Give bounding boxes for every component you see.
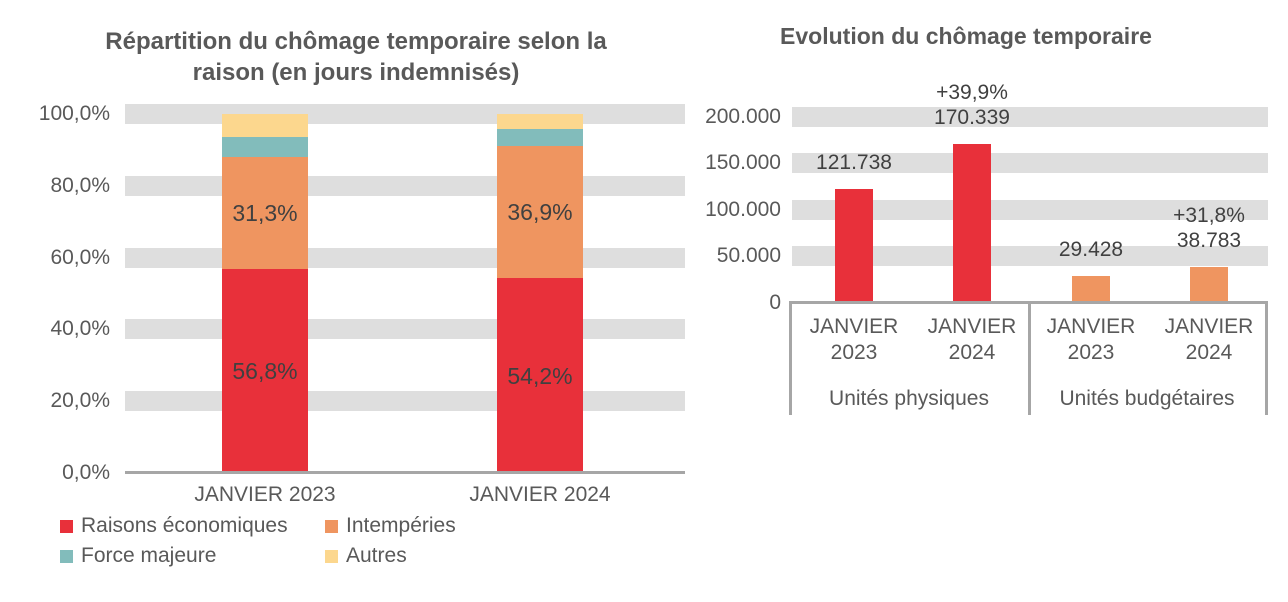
legend-item: Raisons économiques bbox=[60, 514, 288, 538]
segment-data-label: 36,9% bbox=[507, 199, 573, 226]
legend-swatch-teal bbox=[60, 550, 73, 563]
y-axis-tick-label: 60,0% bbox=[50, 245, 110, 269]
category-label-line: JANVIER bbox=[809, 315, 899, 338]
legend-item: Intempéries bbox=[325, 514, 456, 538]
bar-segment-yellow bbox=[497, 114, 583, 130]
legend-label: Raisons économiques bbox=[81, 514, 288, 537]
gridline-band bbox=[792, 153, 1268, 174]
legend-label: Autres bbox=[346, 544, 407, 567]
bar-orange bbox=[1190, 266, 1228, 303]
gridline-band bbox=[125, 175, 685, 196]
gridline-band bbox=[125, 319, 685, 340]
data-label-line: 121.738 bbox=[816, 151, 892, 175]
gridline-band bbox=[792, 199, 1268, 220]
category-label-line: 2024 bbox=[1185, 341, 1233, 364]
y-axis-tick-label: 40,0% bbox=[50, 317, 110, 341]
legend-swatch-orange bbox=[325, 520, 338, 533]
legend-item: Force majeure bbox=[60, 544, 216, 568]
x-category-label: JANVIER 2024 bbox=[469, 483, 611, 506]
bar-red bbox=[953, 144, 991, 303]
y-axis-tick-label: 100.000 bbox=[705, 197, 781, 221]
data-label-line: 38.783 bbox=[1176, 228, 1242, 252]
gridline-band bbox=[792, 106, 1268, 127]
legend-label: Force majeure bbox=[81, 544, 217, 567]
x-category-label: JANVIER 2024 bbox=[900, 314, 1044, 366]
category-label-line: 2023 bbox=[1067, 341, 1115, 364]
bar-data-label: +39,9% 170.339 bbox=[887, 80, 1057, 130]
y-axis-tick-label: 20,0% bbox=[50, 389, 110, 413]
y-axis-tick-label: 0 bbox=[769, 291, 781, 314]
axis-box-divider bbox=[789, 301, 792, 415]
gridline-band bbox=[792, 246, 1268, 267]
bar-segment-teal bbox=[222, 136, 308, 157]
x-category-label: JANVIER 2023 bbox=[1019, 314, 1163, 366]
data-label-line: +39,9% bbox=[936, 81, 1008, 105]
bar-segment-orange bbox=[222, 156, 308, 270]
segment-data-label: 56,8% bbox=[232, 358, 298, 385]
bar-segment-red bbox=[222, 269, 308, 473]
bar-segment-yellow bbox=[222, 114, 308, 137]
left-chart-title: Répartition du chômage temporaire selon … bbox=[105, 28, 607, 86]
legend-label: Intempéries bbox=[346, 514, 456, 537]
bar-data-label: 29.428 bbox=[1006, 237, 1176, 262]
segment-data-label: 54,2% bbox=[507, 362, 573, 389]
category-label-line: 2024 bbox=[948, 341, 996, 364]
category-label-line: JANVIER bbox=[927, 315, 1017, 338]
bar-data-label: 121.738 bbox=[769, 150, 939, 175]
bar-data-label: +31,8% 38.783 bbox=[1124, 203, 1288, 253]
y-axis-tick-label: 0,0% bbox=[62, 461, 110, 484]
category-label-line: JANVIER bbox=[1046, 315, 1136, 338]
axis-box-divider bbox=[1028, 301, 1031, 415]
x-axis-line bbox=[125, 471, 685, 474]
y-axis-tick-label: 80,0% bbox=[50, 173, 110, 197]
bar-segment-red bbox=[497, 278, 583, 473]
y-axis-tick-label: 100,0% bbox=[38, 102, 110, 125]
data-label-line: 29.428 bbox=[1058, 237, 1124, 261]
x-category-label: JANVIER 2023 bbox=[782, 314, 926, 366]
y-axis-tick-label: 200.000 bbox=[705, 104, 781, 128]
group-label: Unités budgétaires bbox=[1059, 387, 1235, 410]
gridline-band bbox=[125, 247, 685, 268]
bar-orange bbox=[1072, 275, 1110, 303]
x-category-label: JANVIER 2023 bbox=[194, 483, 336, 506]
category-label-line: JANVIER bbox=[1164, 315, 1254, 338]
legend-swatch-yellow bbox=[325, 550, 338, 563]
bar-red bbox=[835, 189, 873, 303]
group-label: Unités physiques bbox=[829, 387, 989, 410]
data-label-line: 170.339 bbox=[934, 106, 1010, 130]
gridline-band bbox=[125, 104, 685, 124]
legend-item: Autres bbox=[325, 544, 407, 568]
gridline-band bbox=[125, 391, 685, 412]
bar-segment-teal bbox=[497, 129, 583, 146]
x-category-label: JANVIER 2024 bbox=[1137, 314, 1281, 366]
legend-swatch-red bbox=[60, 520, 73, 533]
segment-data-label: 31,3% bbox=[232, 199, 298, 226]
y-axis-tick-label: 50.000 bbox=[716, 244, 781, 268]
right-chart-title: Evolution du chômage temporaire bbox=[780, 23, 1152, 49]
category-label-line: 2023 bbox=[830, 341, 878, 364]
y-axis-tick-label: 150.000 bbox=[705, 151, 781, 175]
bar-segment-orange bbox=[497, 145, 583, 279]
axis-box-divider bbox=[1265, 301, 1268, 415]
data-label-line: +31,8% bbox=[1173, 203, 1245, 227]
